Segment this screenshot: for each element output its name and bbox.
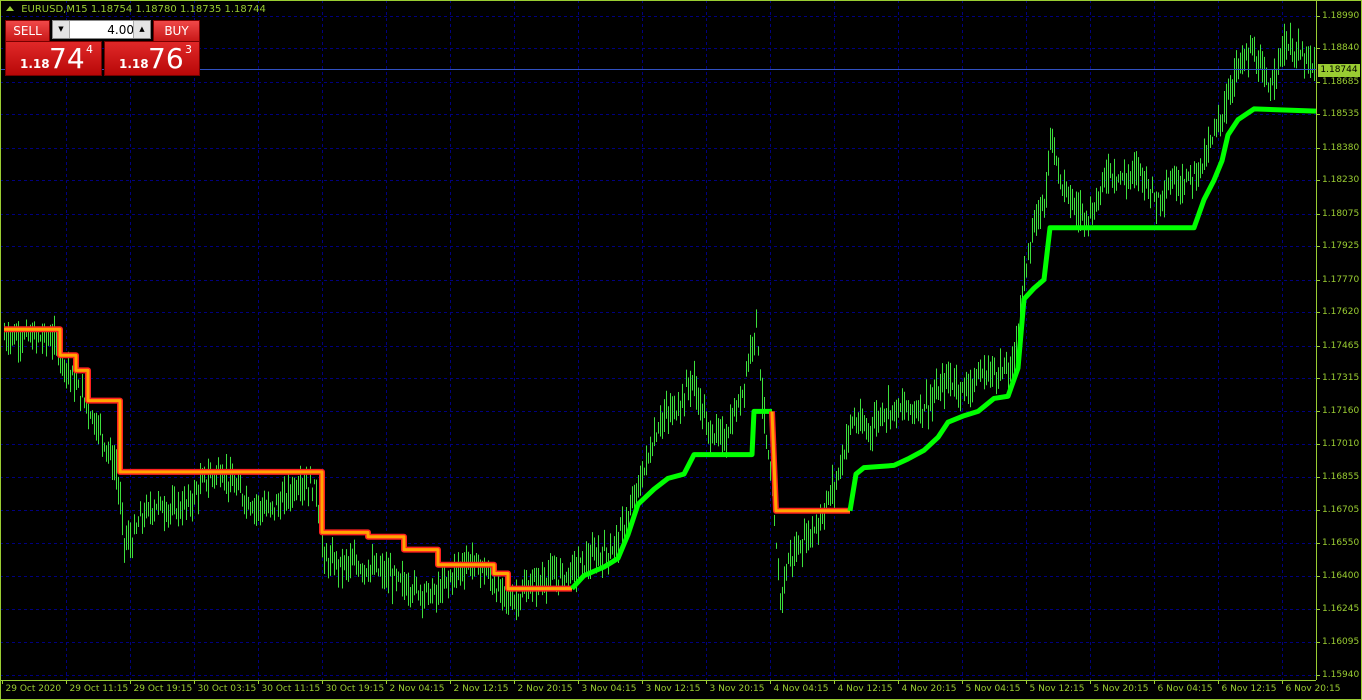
- buy-price-fraction: 3: [185, 43, 192, 56]
- y-tick-label: 1.15940: [1322, 669, 1360, 680]
- ohlc-high: 1.18780: [135, 4, 177, 15]
- trend-line-down: [770, 411, 850, 513]
- y-tick-label: 1.17010: [1322, 438, 1360, 449]
- collapse-triangle-icon[interactable]: [6, 6, 14, 11]
- lot-size-input[interactable]: [70, 21, 136, 38]
- x-tick-label: 4 Nov 12:15: [837, 684, 893, 694]
- symbol-label: EURUSD,M15: [21, 4, 88, 15]
- y-tick-label: 1.18535: [1322, 108, 1360, 119]
- sell-price-button[interactable]: 1.18 74 4: [5, 41, 102, 76]
- y-tick-label: 1.17925: [1322, 240, 1360, 251]
- sell-price-fraction: 4: [86, 43, 93, 56]
- y-tick-label: 1.18230: [1322, 174, 1360, 185]
- trend-line-down: [4, 327, 572, 591]
- x-tick-label: 3 Nov 04:15: [581, 684, 637, 694]
- y-tick-label: 1.18685: [1322, 76, 1360, 87]
- y-tick-label: 1.18075: [1322, 208, 1360, 219]
- x-tick-label: 6 Nov 20:15: [1285, 684, 1341, 694]
- x-tick-label: 3 Nov 12:15: [645, 684, 701, 694]
- sell-button[interactable]: SELL: [5, 20, 50, 42]
- y-tick-label: 1.17770: [1322, 274, 1360, 285]
- y-tick-label: 1.17620: [1322, 306, 1360, 317]
- lot-size-stepper[interactable]: ▼ ▲: [52, 20, 151, 39]
- x-tick-label: 5 Nov 12:15: [1029, 684, 1085, 694]
- one-click-trading-panel: SELL ▼ ▲ BUY 1.18 74 4 1.18 76 3: [5, 19, 200, 76]
- x-tick-label: 3 Nov 20:15: [709, 684, 765, 694]
- buy-price-button[interactable]: 1.18 76 3: [104, 41, 200, 76]
- y-tick-label: 1.16095: [1322, 636, 1360, 647]
- x-tick-label: 5 Nov 20:15: [1093, 684, 1149, 694]
- sell-price-pips: 74: [49, 42, 85, 75]
- y-tick-label: 1.17315: [1322, 372, 1360, 383]
- trend-line-down-outline: [769, 411, 850, 514]
- x-tick-label: 4 Nov 04:15: [773, 684, 829, 694]
- ohlc-low: 1.18735: [179, 4, 222, 15]
- lot-increase-icon[interactable]: ▲: [133, 21, 150, 38]
- x-tick-label: 30 Oct 19:15: [325, 684, 385, 694]
- trend-line-down-outline: [4, 326, 572, 592]
- buy-button[interactable]: BUY: [153, 20, 200, 42]
- x-tick-label: 2 Nov 12:15: [453, 684, 509, 694]
- y-tick-label: 1.16855: [1322, 471, 1360, 482]
- x-tick-label: 2 Nov 20:15: [517, 684, 573, 694]
- y-tick-label: 1.17160: [1322, 405, 1360, 416]
- lot-decrease-icon[interactable]: ▼: [53, 21, 70, 38]
- x-tick-label: 29 Oct 19:15: [133, 684, 193, 694]
- y-tick-label: 1.16550: [1322, 537, 1360, 548]
- y-tick-label: 1.17465: [1322, 340, 1360, 351]
- buy-price-pips: 76: [148, 42, 184, 75]
- x-tick-label: 6 Nov 12:15: [1221, 684, 1277, 694]
- current-price-label: 1.18744: [1318, 64, 1360, 77]
- chart-title: EURUSD,M15 1.18754 1.18780 1.18735 1.187…: [6, 4, 266, 15]
- trend-line-up: [570, 408, 772, 591]
- x-tick-label: 30 Oct 03:15: [197, 684, 257, 694]
- buy-price-prefix: 1.18: [119, 57, 149, 71]
- x-tick-label: 2 Nov 04:15: [389, 684, 445, 694]
- trend-line-up: [847, 106, 1317, 512]
- ohlc-open: 1.18754: [90, 4, 133, 15]
- y-tick-label: 1.16245: [1322, 603, 1360, 614]
- y-tick-label: 1.18380: [1322, 142, 1360, 153]
- ohlc-close: 1.18744: [224, 4, 266, 15]
- y-tick-label: 1.18840: [1322, 42, 1360, 53]
- x-tick-label: 29 Oct 2020: [5, 684, 62, 694]
- x-tick-label: 6 Nov 04:15: [1157, 684, 1213, 694]
- y-tick-label: 1.16400: [1322, 570, 1360, 581]
- y-tick-label: 1.16705: [1322, 504, 1360, 515]
- sell-price-prefix: 1.18: [20, 57, 50, 71]
- x-tick-label: 4 Nov 20:15: [901, 684, 957, 694]
- x-tick-label: 30 Oct 11:15: [261, 684, 321, 694]
- y-tick-label: 1.18990: [1322, 10, 1360, 21]
- x-tick-label: 29 Oct 11:15: [69, 684, 129, 694]
- x-tick-label: 5 Nov 04:15: [965, 684, 1021, 694]
